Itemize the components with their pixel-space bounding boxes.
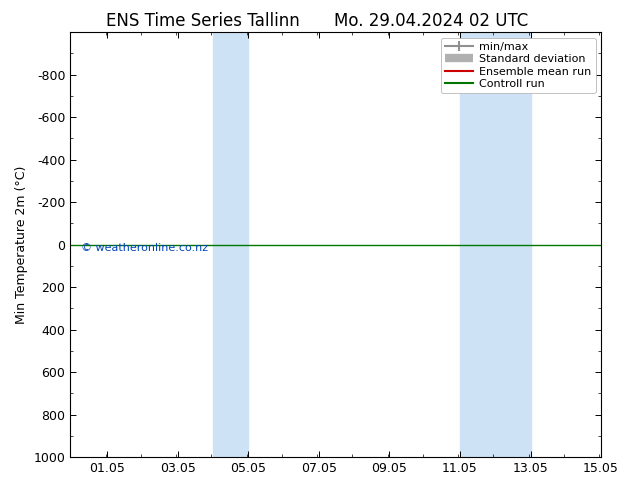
Legend: min/max, Standard deviation, Ensemble mean run, Controll run: min/max, Standard deviation, Ensemble me… [441,38,595,93]
Text: Mo. 29.04.2024 02 UTC: Mo. 29.04.2024 02 UTC [334,12,528,30]
Text: ENS Time Series Tallinn: ENS Time Series Tallinn [106,12,300,30]
Bar [460,32,531,457]
Text: © weatheronline.co.nz: © weatheronline.co.nz [81,243,208,252]
Bar [213,32,249,457]
Y-axis label: Min Temperature 2m (°C): Min Temperature 2m (°C) [15,166,28,324]
